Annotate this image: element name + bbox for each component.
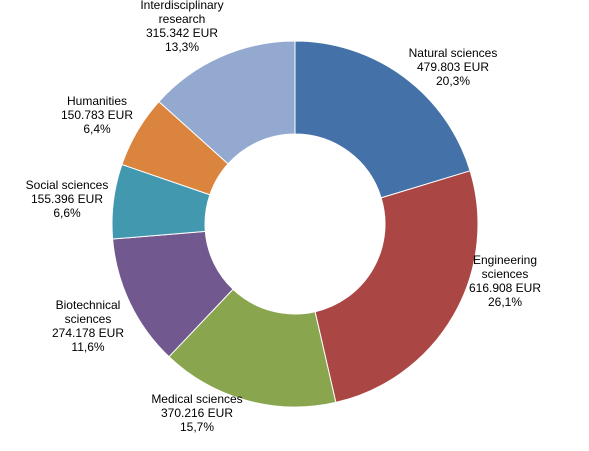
slice-percent-label: 20,3% (436, 74, 470, 88)
slice-name-label: Natural sciences (409, 46, 498, 60)
slice-name-label: Engineering (473, 253, 537, 267)
slice-value-label: 150.783 EUR (61, 108, 133, 122)
slice-value-label: 315.342 EUR (146, 26, 218, 40)
donut-slices (111, 40, 479, 408)
slice-percent-label: 13,3% (165, 40, 199, 54)
slice-name-label: sciences (482, 267, 529, 281)
slice-value-label: 370.216 EUR (161, 406, 233, 420)
slice-percent-label: 11,6% (71, 340, 104, 354)
slice-value-label: 616.908 EUR (469, 281, 541, 295)
slice-name-label: Humanities (67, 94, 127, 108)
slice-interdisciplinary-research (158, 40, 296, 165)
slice-name-label: sciences (65, 312, 112, 326)
slice-name-label: Biotechnical (56, 298, 121, 312)
slice-percent-label: 15,7% (180, 420, 214, 434)
slice-name-label: Medical sciences (151, 392, 242, 406)
slice-name-label: Interdisciplinary (140, 0, 223, 12)
slice-value-label: 274.178 EUR (52, 326, 124, 340)
slice-value-label: 479.803 EUR (417, 60, 489, 74)
slice-percent-label: 26,1% (488, 295, 522, 309)
slice-value-label: 155.396 EUR (31, 192, 103, 206)
slice-engineering-sciences (314, 170, 479, 403)
slice-natural-sciences (294, 40, 471, 199)
slice-percent-label: 6,4% (83, 122, 111, 136)
slice-name-label: research (159, 12, 206, 26)
slice-percent-label: 6,6% (53, 206, 81, 220)
slice-name-label: Social sciences (26, 178, 109, 192)
